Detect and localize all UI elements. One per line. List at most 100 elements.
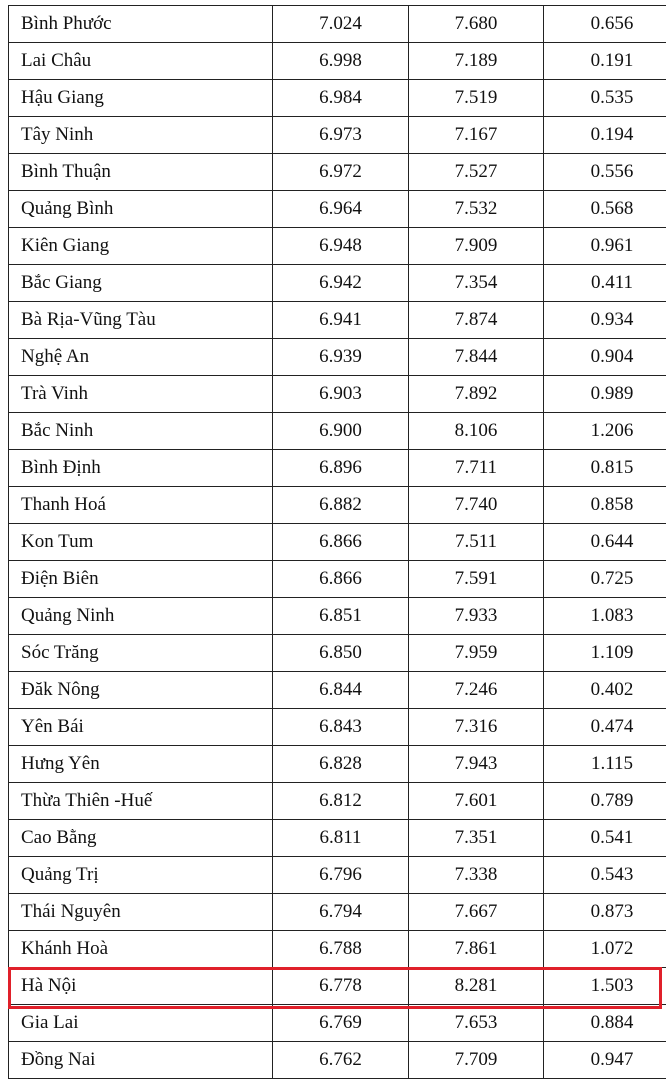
province-name-cell: Thanh Hoá — [8, 486, 273, 524]
value-cell-1: 6.812 — [272, 782, 409, 820]
value-cell-3: 0.873 — [543, 893, 666, 931]
value-cell-3: 0.884 — [543, 1004, 666, 1042]
value-cell-2: 8.106 — [408, 412, 544, 450]
province-name-cell: Bắc Ninh — [8, 412, 273, 450]
value-cell-1: 6.948 — [272, 227, 409, 265]
province-name-cell: Sóc Trăng — [8, 634, 273, 672]
value-cell-1: 6.866 — [272, 523, 409, 561]
value-cell-2: 7.740 — [408, 486, 544, 524]
value-cell-3: 0.568 — [543, 190, 666, 228]
province-name-cell: Kiên Giang — [8, 227, 273, 265]
table-row: Bắc Ninh 6.900 8.106 1.206 — [8, 412, 666, 450]
province-name-cell: Bà Rịa-Vũng Tàu — [8, 301, 273, 339]
value-cell-2: 7.711 — [408, 449, 544, 487]
value-cell-2: 7.519 — [408, 79, 544, 117]
province-name-cell: Nghệ An — [8, 338, 273, 376]
value-cell-3: 0.656 — [543, 5, 666, 43]
table-row: Thanh Hoá 6.882 7.740 0.858 — [8, 486, 666, 524]
value-cell-2: 8.281 — [408, 967, 544, 1005]
value-cell-2: 7.680 — [408, 5, 544, 43]
value-cell-1: 6.811 — [272, 819, 409, 857]
value-cell-1: 6.939 — [272, 338, 409, 376]
value-cell-1: 6.866 — [272, 560, 409, 598]
value-cell-1: 6.851 — [272, 597, 409, 635]
value-cell-3: 1.503 — [543, 967, 666, 1005]
value-cell-1: 6.794 — [272, 893, 409, 931]
value-cell-1: 6.941 — [272, 301, 409, 339]
value-cell-3: 0.411 — [543, 264, 666, 302]
table-row: Tây Ninh 6.973 7.167 0.194 — [8, 116, 666, 154]
value-cell-2: 7.667 — [408, 893, 544, 931]
value-cell-1: 6.844 — [272, 671, 409, 709]
table-row: Thừa Thiên -Huế 6.812 7.601 0.789 — [8, 782, 666, 820]
value-cell-1: 6.796 — [272, 856, 409, 894]
province-name-cell: Trà Vinh — [8, 375, 273, 413]
province-name-cell: Quảng Bình — [8, 190, 273, 228]
province-name-cell: Quảng Trị — [8, 856, 273, 894]
province-name-cell: Quảng Ninh — [8, 597, 273, 635]
province-name-cell: Hà Nội — [8, 967, 273, 1005]
value-cell-2: 7.246 — [408, 671, 544, 709]
table-row: Lai Châu 6.998 7.189 0.191 — [8, 42, 666, 80]
value-cell-3: 0.556 — [543, 153, 666, 191]
value-cell-3: 0.947 — [543, 1041, 666, 1079]
value-cell-3: 0.474 — [543, 708, 666, 746]
value-cell-1: 6.769 — [272, 1004, 409, 1042]
value-cell-2: 7.591 — [408, 560, 544, 598]
table-row: Cao Bằng 6.811 7.351 0.541 — [8, 819, 666, 857]
table-row: Nghệ An 6.939 7.844 0.904 — [8, 338, 666, 376]
value-cell-2: 7.844 — [408, 338, 544, 376]
value-cell-3: 0.191 — [543, 42, 666, 80]
value-cell-3: 0.644 — [543, 523, 666, 561]
value-cell-3: 0.961 — [543, 227, 666, 265]
table-row: Quảng Bình 6.964 7.532 0.568 — [8, 190, 666, 228]
value-cell-3: 0.858 — [543, 486, 666, 524]
value-cell-3: 1.109 — [543, 634, 666, 672]
value-cell-3: 0.541 — [543, 819, 666, 857]
value-cell-2: 7.601 — [408, 782, 544, 820]
table-row: Hà Nội 6.778 8.281 1.503 — [8, 967, 666, 1005]
value-cell-1: 6.900 — [272, 412, 409, 450]
value-cell-1: 6.973 — [272, 116, 409, 154]
value-cell-2: 7.167 — [408, 116, 544, 154]
value-cell-3: 0.543 — [543, 856, 666, 894]
value-cell-2: 7.354 — [408, 264, 544, 302]
table-row: Điện Biên 6.866 7.591 0.725 — [8, 560, 666, 598]
value-cell-3: 0.989 — [543, 375, 666, 413]
value-cell-2: 7.511 — [408, 523, 544, 561]
province-name-cell: Kon Tum — [8, 523, 273, 561]
table-row: Đồng Nai 6.762 7.709 0.947 — [8, 1041, 666, 1079]
value-cell-1: 6.984 — [272, 79, 409, 117]
value-cell-1: 6.788 — [272, 930, 409, 968]
value-cell-3: 1.115 — [543, 745, 666, 783]
province-name-cell: Bình Thuận — [8, 153, 273, 191]
value-cell-1: 6.964 — [272, 190, 409, 228]
value-cell-3: 0.535 — [543, 79, 666, 117]
value-cell-1: 6.850 — [272, 634, 409, 672]
province-name-cell: Hậu Giang — [8, 79, 273, 117]
value-cell-2: 7.316 — [408, 708, 544, 746]
province-name-cell: Tây Ninh — [8, 116, 273, 154]
value-cell-2: 7.527 — [408, 153, 544, 191]
province-name-cell: Khánh Hoà — [8, 930, 273, 968]
table-row: Yên Bái 6.843 7.316 0.474 — [8, 708, 666, 746]
value-cell-2: 7.861 — [408, 930, 544, 968]
value-cell-3: 0.815 — [543, 449, 666, 487]
value-cell-1: 6.998 — [272, 42, 409, 80]
table-row: Kon Tum 6.866 7.511 0.644 — [8, 523, 666, 561]
table-row: Sóc Trăng 6.850 7.959 1.109 — [8, 634, 666, 672]
table-row: Trà Vinh 6.903 7.892 0.989 — [8, 375, 666, 413]
value-cell-1: 6.896 — [272, 449, 409, 487]
value-cell-2: 7.653 — [408, 1004, 544, 1042]
value-cell-3: 1.072 — [543, 930, 666, 968]
value-cell-1: 6.828 — [272, 745, 409, 783]
table-row: Hưng Yên 6.828 7.943 1.115 — [8, 745, 666, 783]
value-cell-2: 7.874 — [408, 301, 544, 339]
value-cell-1: 6.882 — [272, 486, 409, 524]
table-row: Khánh Hoà 6.788 7.861 1.072 — [8, 930, 666, 968]
table-body: Bình Phước 7.024 7.680 0.656 Lai Châu 6.998 7.… — [8, 5, 666, 1079]
province-name-cell: Lai Châu — [8, 42, 273, 80]
table-row: Bình Thuận 6.972 7.527 0.556 — [8, 153, 666, 191]
province-name-cell: Hưng Yên — [8, 745, 273, 783]
province-name-cell: Yên Bái — [8, 708, 273, 746]
